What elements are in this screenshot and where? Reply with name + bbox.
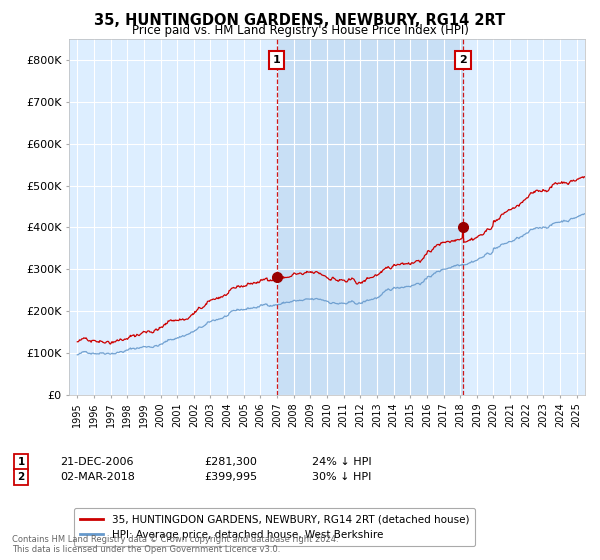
Text: 24% ↓ HPI: 24% ↓ HPI	[312, 457, 371, 467]
Text: 30% ↓ HPI: 30% ↓ HPI	[312, 472, 371, 482]
Text: 35, HUNTINGDON GARDENS, NEWBURY, RG14 2RT: 35, HUNTINGDON GARDENS, NEWBURY, RG14 2R…	[94, 13, 506, 28]
Text: 1: 1	[272, 55, 280, 65]
Text: 1: 1	[17, 457, 25, 467]
Text: £399,995: £399,995	[204, 472, 257, 482]
Legend: 35, HUNTINGDON GARDENS, NEWBURY, RG14 2RT (detached house), HPI: Average price, : 35, HUNTINGDON GARDENS, NEWBURY, RG14 2R…	[74, 508, 475, 546]
Text: 2: 2	[17, 472, 25, 482]
Bar	[277, 39, 463, 395]
Text: 2: 2	[459, 55, 467, 65]
Text: 21-DEC-2006: 21-DEC-2006	[60, 457, 133, 467]
Text: Price paid vs. HM Land Registry's House Price Index (HPI): Price paid vs. HM Land Registry's House …	[131, 24, 469, 38]
Text: £281,300: £281,300	[204, 457, 257, 467]
Text: Contains HM Land Registry data © Crown copyright and database right 2024.
This d: Contains HM Land Registry data © Crown c…	[12, 535, 338, 554]
Text: 02-MAR-2018: 02-MAR-2018	[60, 472, 135, 482]
